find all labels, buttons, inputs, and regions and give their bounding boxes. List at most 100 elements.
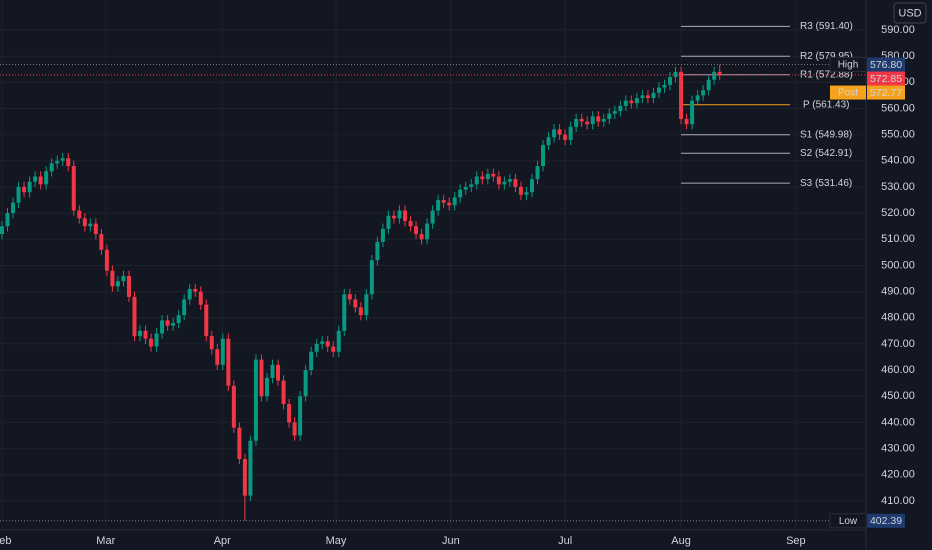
- y-tick-label: 490.00: [881, 286, 915, 298]
- price-tag-name-box: [829, 513, 867, 529]
- candle-body: [712, 71, 717, 80]
- price-tag-name: Post: [838, 88, 858, 99]
- candle-body: [408, 220, 413, 227]
- candle-body: [115, 281, 120, 287]
- candle-body: [386, 215, 391, 229]
- candle-body: [618, 105, 623, 112]
- candle-body: [541, 145, 546, 167]
- y-tick-label: 440.00: [881, 416, 915, 428]
- y-tick-label: 560.00: [881, 102, 915, 114]
- candle-body: [403, 210, 408, 221]
- candle-body: [209, 336, 214, 350]
- candle-body: [126, 275, 131, 297]
- candle-body: [281, 380, 286, 405]
- candle-body: [110, 270, 115, 287]
- candle-body: [529, 179, 534, 193]
- candle-body: [640, 95, 645, 99]
- candle-body: [132, 296, 137, 337]
- currency-label[interactable]: USD: [898, 7, 921, 19]
- candle-body: [552, 129, 557, 138]
- candle-body: [706, 79, 711, 91]
- y-tick-label: 540.00: [881, 155, 915, 167]
- price-tag-label: 572.77: [870, 87, 902, 99]
- y-tick-label: 590.00: [881, 24, 915, 36]
- pivot-label: S3 (531.46): [800, 178, 852, 189]
- pivot-label: R3 (591.40): [800, 21, 853, 32]
- y-tick-label: 470.00: [881, 338, 915, 350]
- x-tick-label: Aug: [671, 535, 691, 547]
- candle-body: [679, 71, 684, 119]
- candle-body: [507, 179, 512, 182]
- candle-body: [524, 192, 529, 195]
- candle-body: [93, 223, 98, 235]
- price-tag-name: High: [838, 60, 859, 71]
- candle-body: [546, 137, 551, 146]
- candle-body: [480, 176, 485, 180]
- candle-body: [364, 294, 369, 316]
- candle-body: [38, 176, 43, 185]
- candle-body: [99, 234, 104, 250]
- y-tick-label: 500.00: [881, 259, 915, 271]
- candle-body: [629, 100, 634, 104]
- price-tag: [867, 513, 905, 528]
- candle-body: [336, 330, 341, 352]
- candle-body: [298, 396, 303, 436]
- candle-body: [303, 370, 308, 397]
- y-tick-label: 460.00: [881, 364, 915, 376]
- candle-body: [154, 333, 159, 347]
- candle-body: [82, 218, 87, 227]
- candle-body: [259, 359, 264, 397]
- candle-body: [441, 200, 446, 203]
- candle-body: [414, 226, 419, 235]
- candle-body: [33, 176, 38, 182]
- candle-body: [71, 166, 76, 211]
- candle-body: [502, 181, 507, 185]
- x-tick-label: Mar: [96, 535, 115, 547]
- x-tick-label: Feb: [0, 535, 11, 547]
- y-tick-label: 530.00: [881, 181, 915, 193]
- pivot-label: S1 (549.98): [800, 129, 852, 140]
- y-tick-label: 550.00: [881, 129, 915, 141]
- candle-body: [149, 338, 154, 347]
- candle-body: [347, 294, 352, 300]
- x-tick-label: Sep: [786, 535, 806, 547]
- y-tick-label: 510.00: [881, 233, 915, 245]
- candle-body: [612, 111, 617, 114]
- candle-body: [215, 349, 220, 365]
- candle-body: [447, 202, 452, 206]
- candle-body: [0, 226, 4, 235]
- x-tick-label: Apr: [214, 535, 231, 547]
- candles: [0, 64, 722, 521]
- candle-body: [463, 186, 468, 190]
- candle-body: [590, 116, 595, 125]
- x-tick-label: Jun: [442, 535, 460, 547]
- pivot-label: S2 (542.91): [800, 148, 852, 159]
- candle-body: [66, 158, 71, 167]
- candle-body: [60, 158, 65, 161]
- pivot-label: R1 (572.88): [800, 69, 853, 80]
- candle-body: [425, 223, 430, 240]
- candle-body: [579, 118, 584, 122]
- candle-body: [331, 346, 336, 352]
- candle-body: [270, 364, 275, 378]
- candle-body: [325, 341, 330, 347]
- price-tag-name-box: [830, 85, 866, 100]
- candle-body: [237, 427, 242, 460]
- candle-body: [160, 320, 165, 334]
- candle-body: [662, 84, 667, 88]
- candle-body: [292, 422, 297, 436]
- y-tick-label: 430.00: [881, 442, 915, 454]
- currency-button[interactable]: [893, 2, 927, 24]
- y-tick-label: 410.00: [881, 495, 915, 507]
- x-tick-label: May: [326, 535, 347, 547]
- candle-body: [513, 179, 518, 187]
- candle-body: [585, 121, 590, 125]
- candle-body: [717, 71, 722, 75]
- candle-body: [248, 440, 253, 496]
- candle-body: [143, 330, 148, 339]
- price-tag-name: Low: [839, 516, 858, 527]
- candle-body: [176, 315, 181, 323]
- candle-body: [121, 275, 126, 282]
- candle-body: [220, 338, 225, 365]
- candle-body: [535, 166, 540, 180]
